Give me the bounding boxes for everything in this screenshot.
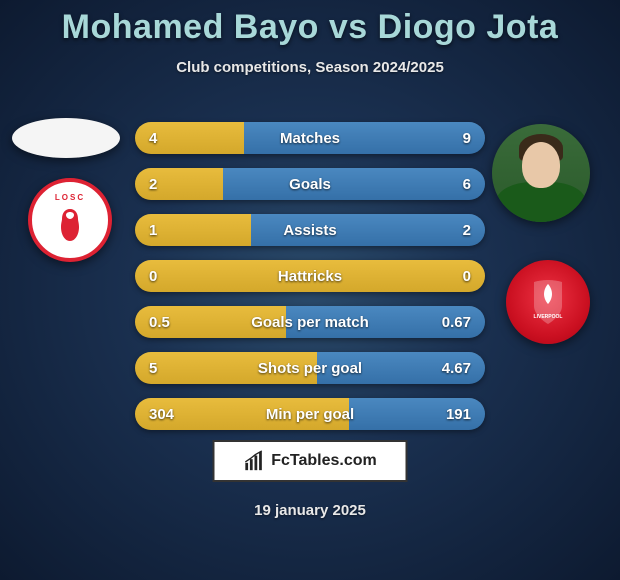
comparison-title: Mohamed Bayo vs Diogo Jota (0, 0, 620, 47)
stat-label: Goals (135, 176, 485, 193)
stat-row: 1Assists2 (135, 214, 485, 246)
stat-label: Matches (135, 130, 485, 147)
losc-dog-icon (55, 207, 85, 243)
club-badge-right: LIVERPOOL (506, 260, 590, 344)
stat-row: 0Hattricks0 (135, 260, 485, 292)
stat-label: Shots per goal (135, 360, 485, 377)
footer-date: 19 january 2025 (0, 502, 620, 519)
footer-brand-box: FcTables.com (213, 440, 408, 482)
stat-row: 2Goals6 (135, 168, 485, 200)
stat-value-right: 0.67 (442, 314, 471, 331)
footer-brand-text: FcTables.com (271, 452, 377, 470)
comparison-subtitle: Club competitions, Season 2024/2025 (0, 59, 620, 76)
stat-label: Goals per match (135, 314, 485, 331)
stat-value-right: 0 (463, 268, 471, 285)
stat-label: Min per goal (135, 406, 485, 423)
stat-row: 304Min per goal191 (135, 398, 485, 430)
stat-value-right: 6 (463, 176, 471, 193)
stat-value-right: 191 (446, 406, 471, 423)
stat-value-right: 9 (463, 130, 471, 147)
stat-label: Hattricks (135, 268, 485, 285)
club-badge-left: LOSC (28, 178, 112, 262)
stat-label: Assists (135, 222, 485, 239)
svg-text:LIVERPOOL: LIVERPOOL (534, 314, 563, 320)
stat-row: 5Shots per goal4.67 (135, 352, 485, 384)
stat-value-right: 2 (463, 222, 471, 239)
stat-row: 0.5Goals per match0.67 (135, 306, 485, 338)
fctables-logo-icon (243, 450, 265, 472)
player-right-photo (492, 124, 590, 222)
stats-container: 4Matches92Goals61Assists20Hattricks00.5G… (135, 122, 485, 444)
stat-value-right: 4.67 (442, 360, 471, 377)
stat-row: 4Matches9 (135, 122, 485, 154)
liverpool-crest-icon: LIVERPOOL (528, 278, 568, 326)
player-left-photo (12, 118, 120, 158)
losc-text: LOSC (45, 193, 95, 202)
